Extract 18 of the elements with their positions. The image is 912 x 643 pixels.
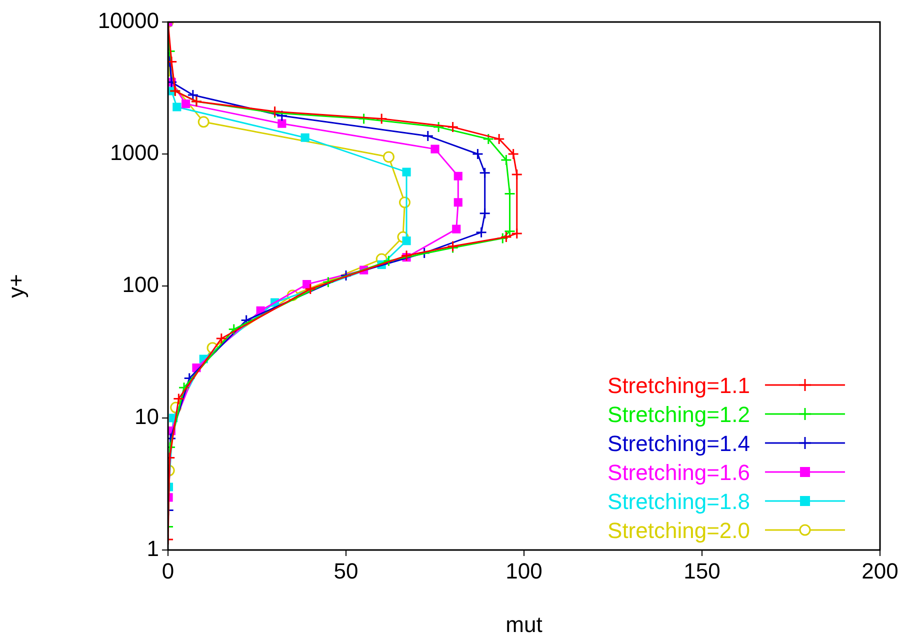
x-tick-label: 0 [162, 558, 174, 584]
x-tick-label: 100 [506, 558, 542, 584]
legend-label: Stretching=1.6 [608, 460, 750, 486]
legend-label: Stretching=2.0 [608, 518, 750, 544]
y-tick-label: 100 [122, 272, 159, 298]
y-axis-title: y+ [3, 274, 28, 298]
x-tick-label: 150 [684, 558, 720, 584]
legend-label: Stretching=1.2 [608, 402, 750, 428]
legend-label: Stretching=1.1 [608, 373, 750, 398]
y-tick-label: 10000 [98, 8, 159, 34]
x-axis-title: mut [506, 612, 542, 637]
x-tick-label: 50 [334, 558, 358, 584]
x-tick-label: 200 [862, 558, 898, 584]
y-tick-label: 1 [146, 536, 159, 562]
y-tick-label: 10 [134, 404, 159, 430]
legend-label: Stretching=1.8 [608, 489, 750, 514]
y-tick-label: 1000 [110, 140, 159, 166]
legend-label: Stretching=1.4 [608, 431, 750, 456]
